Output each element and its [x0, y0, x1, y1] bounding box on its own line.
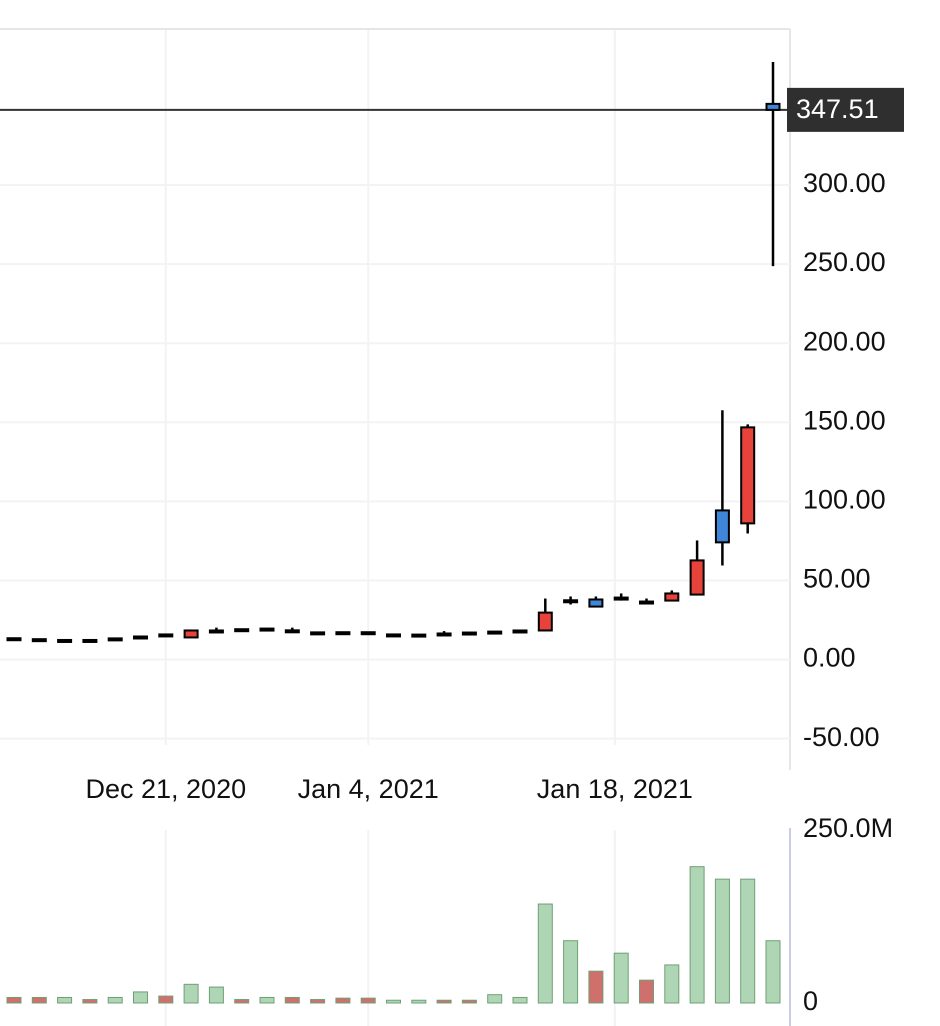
- volume-bar: [57, 996, 73, 1004]
- volume-bar: [714, 878, 730, 1004]
- candle-body: [6, 637, 22, 642]
- candle-body: [512, 629, 528, 634]
- volume-bar: [82, 999, 98, 1004]
- x-tick-label: Jan 4, 2021: [298, 774, 439, 804]
- volume-bar: [6, 996, 22, 1004]
- candle-body: [537, 611, 553, 632]
- volume-bar: [664, 964, 680, 1004]
- candle-body: [57, 638, 73, 643]
- last-price-label: 347.51: [796, 94, 879, 124]
- x-tick-label: Dec 21, 2020: [85, 774, 246, 804]
- volume-bar: [360, 997, 376, 1004]
- candle-body: [360, 631, 376, 636]
- candle-body: [664, 592, 680, 602]
- y-tick-label: 100.00: [803, 485, 886, 515]
- volume-bar: [588, 970, 604, 1004]
- volume-bar: [208, 986, 224, 1004]
- volume-bar: [234, 999, 250, 1004]
- y-tick-label: 200.00: [803, 326, 886, 356]
- volume-bar: [765, 940, 781, 1004]
- candle-body: [208, 629, 224, 634]
- candle-body: [234, 628, 250, 633]
- volume-bar: [284, 996, 300, 1004]
- x-tick-label: Jan 18, 2021: [537, 774, 693, 804]
- volume-bar: [639, 979, 654, 1004]
- last-price-box: [787, 87, 904, 132]
- volume-bar: [133, 991, 148, 1004]
- y-tick-label: 0.00: [803, 643, 856, 673]
- volume-bar: [689, 866, 705, 1004]
- candle-body: [82, 638, 98, 643]
- volume-bar: [411, 999, 427, 1004]
- volume-bar: [563, 940, 579, 1004]
- candle-body: [765, 102, 781, 111]
- candle-body: [183, 629, 199, 639]
- volume-tick-label: 250.0M: [803, 813, 893, 843]
- volume-bar: [183, 983, 199, 1004]
- candle-body: [563, 599, 579, 604]
- volume-bar: [310, 999, 326, 1004]
- y-tick-label: 250.00: [803, 247, 886, 277]
- candle-body: [714, 509, 730, 544]
- volume-bar: [487, 994, 503, 1004]
- candle-body: [31, 638, 47, 643]
- candle-body: [259, 627, 275, 632]
- volume-bar: [512, 996, 528, 1004]
- candle-body: [335, 631, 351, 636]
- candle-body: [613, 596, 629, 601]
- volume-bar: [461, 999, 477, 1004]
- volume-bar: [107, 996, 123, 1004]
- candle-body: [461, 631, 477, 636]
- candle-body: [689, 559, 705, 596]
- volume-bar: [613, 952, 629, 1004]
- candle-body: [411, 633, 427, 638]
- volume-bar: [740, 878, 756, 1004]
- candle-body: [740, 426, 756, 525]
- volume-bar: [386, 999, 401, 1004]
- volume-bar: [537, 903, 553, 1004]
- y-tick-label: 50.00: [803, 564, 871, 594]
- candle-body: [386, 633, 401, 638]
- volume-bar: [158, 995, 174, 1004]
- candle-body: [436, 632, 452, 637]
- y-tick-label: -50.00: [803, 722, 880, 752]
- volume-bar: [335, 997, 351, 1004]
- volume-tick-label: 0: [803, 986, 818, 1016]
- candle-body: [310, 631, 326, 636]
- candle-body: [133, 635, 148, 640]
- candle-body: [107, 637, 123, 642]
- volume-bar: [31, 996, 47, 1004]
- volume-bar: [259, 996, 275, 1004]
- candle-body: [487, 630, 503, 635]
- candle-body: [284, 629, 300, 634]
- y-tick-label: 150.00: [803, 405, 886, 435]
- candle-body: [158, 633, 174, 638]
- candle-body: [588, 598, 604, 608]
- candle-body: [639, 600, 654, 605]
- volume-bar: [436, 999, 452, 1004]
- y-tick-label: 300.00: [803, 168, 886, 198]
